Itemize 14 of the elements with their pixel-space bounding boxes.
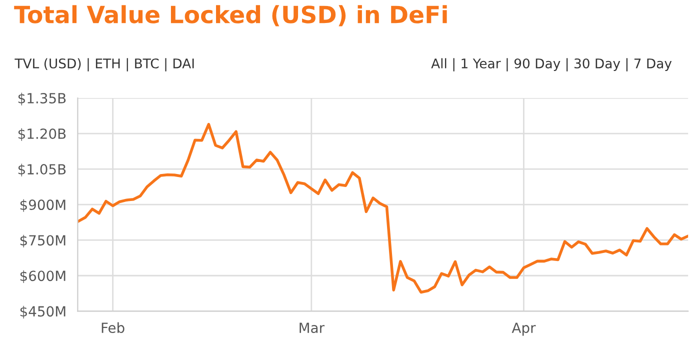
- y-tick-label: $1.35B: [18, 92, 66, 106]
- x-tick-label: Mar: [300, 322, 325, 334]
- y-tick-label: $750M: [20, 234, 66, 248]
- y-tick-label: $1.20B: [18, 128, 66, 141]
- y-tick-label: $900M: [20, 199, 66, 212]
- y-tick-label: $1.05B: [18, 164, 66, 176]
- x-tick-label: Feb: [102, 322, 124, 334]
- y-tick-label: $600M: [20, 270, 66, 283]
- x-tick-label: Apr: [512, 322, 536, 336]
- chart-title: Total Value Locked (USD) in DeFi: [14, 5, 447, 26]
- y-tick-label: $450M: [20, 306, 66, 318]
- line-series: [78, 122, 688, 294]
- text: All | 1 Year | 90 Day | 30 Day | 7 Day: [431, 58, 672, 72]
- text: TVL (USD) | ETH | BTC | DAI: [14, 58, 194, 72]
